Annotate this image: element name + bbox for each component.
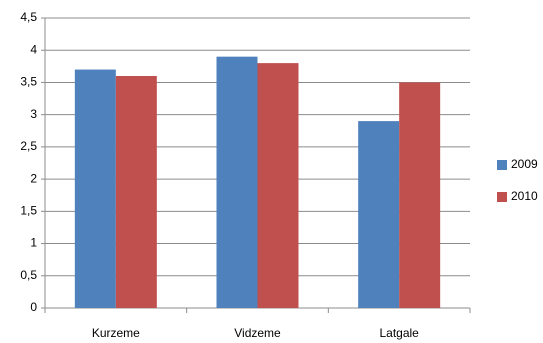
y-tick-label: 0,5 [20, 268, 37, 282]
y-tick-label: 3 [30, 107, 37, 121]
x-tick-label: Kurzeme [92, 326, 140, 340]
legend-swatch [497, 192, 507, 202]
bar [257, 63, 299, 308]
y-tick-label: 1 [30, 236, 37, 250]
y-tick-label: 4,5 [20, 10, 37, 24]
legend-label: 2009 [511, 157, 538, 171]
legend-swatch [497, 160, 507, 170]
y-tick-label: 0 [30, 300, 37, 314]
y-tick-label: 1,5 [20, 204, 37, 218]
legend-label: 2010 [511, 189, 538, 203]
x-tick-label: Vidzeme [234, 326, 281, 340]
y-tick-label: 2 [30, 171, 37, 185]
bar [216, 56, 258, 308]
bar [115, 76, 157, 308]
x-tick-label: Latgale [379, 326, 419, 340]
y-tick-label: 4 [30, 42, 37, 56]
y-tick-label: 2,5 [20, 139, 37, 153]
bar [74, 69, 116, 308]
bar [399, 82, 441, 308]
y-tick-label: 3,5 [20, 75, 37, 89]
bar [358, 121, 400, 308]
